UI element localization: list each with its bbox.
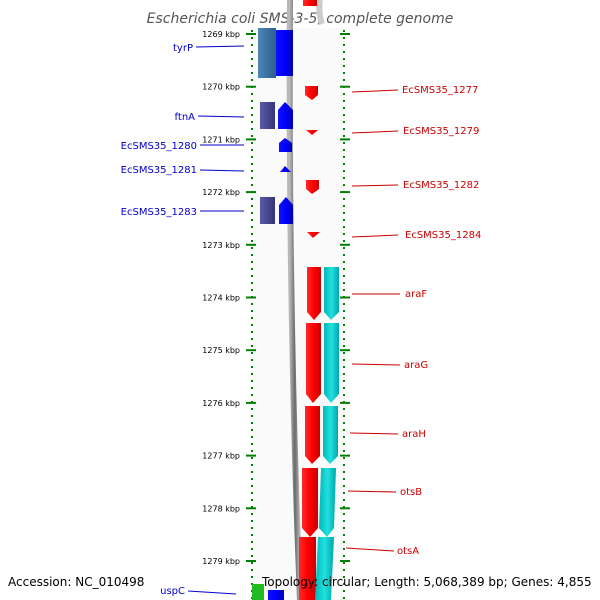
gene-arrow-EcSMS35_1283 [279,197,293,224]
gene-arrow-araG [306,323,321,403]
gene-arrow-EcSMS35_1277 [305,86,318,100]
cog-block-uspC [252,584,264,600]
gene-arrow-uspC [268,590,284,600]
gene-arrow-otsA [299,537,316,600]
ruler-tick-label-1273: 1273 kbp [202,241,240,250]
gene-arrow-araH [305,406,320,464]
leader-uspC [187,590,237,595]
reverse-gene-track [299,0,321,600]
gene-label-araG[interactable]: araG [404,360,428,371]
gene-label-EcSMS35_1281[interactable]: EcSMS35_1281 [121,165,197,176]
gene-label-araH[interactable]: araH [402,429,426,440]
gene-label-uspC[interactable]: uspC [160,586,185,597]
cog-block-araF [324,267,339,320]
gene-label-EcSMS35_1277[interactable]: EcSMS35_1277 [402,85,478,96]
accession-text: Accession: NC_010498 [8,575,145,589]
leader-otsB [347,490,397,493]
leader-araG [351,363,401,366]
ruler-tick-label-1278: 1278 kbp [202,504,240,513]
backbone-top-shadow [316,0,325,25]
cog-block-otsA [315,537,334,600]
gene-arrow-EcSMS35_1281 [280,166,291,172]
gene-label-ftnA[interactable]: ftnA [175,112,196,123]
gene-arrow-tyrP [276,30,293,76]
map-title: Escherichia coli SMS-3-5, complete genom… [147,11,454,27]
forward-gene-labels: tyrP ftnA EcSMS35_1280 EcSMS35_1281 EcSM… [121,43,197,597]
gene-label-EcSMS35_1283[interactable]: EcSMS35_1283 [121,207,197,218]
leader-tyrP [195,45,245,48]
ruler-tick-label-1276: 1276 kbp [202,399,240,408]
reverse-cog-track [315,267,339,600]
leader-EcSMS35_1284 [351,234,399,238]
cog-block-EcSMS35_1283 [260,197,275,224]
forward-cog-track [252,28,276,600]
cog-block-araG [324,323,339,403]
ruler-tick-label-1269: 1269 kbp [202,30,240,39]
gene-arrow-otsB [302,468,318,537]
cog-block-otsB [319,468,336,537]
ruler-tick-label-1271: 1271 kbp [202,135,240,144]
forward-label-leaders [187,45,245,595]
cog-block-tyrP [258,28,276,78]
ruler-ticks: 1269 kbp 1270 kbp 1271 kbp 1272 kbp 1273 kbp… [202,30,350,566]
ruler-tick-label-1275: 1275 kbp [202,346,240,355]
gene-arrow-EcSMS35_1282 [306,180,319,194]
gene-arrow-EcSMS35_1284 [307,232,320,238]
ruler-tick-label-1279: 1279 kbp [202,557,240,566]
forward-gene-track [268,30,293,600]
reverse-gene-labels: EcSMS35_1277 EcSMS35_1279 EcSMS35_1282 E… [397,85,481,557]
gene-label-otsA[interactable]: otsA [397,546,419,557]
gene-label-tyrP[interactable]: tyrP [173,43,193,54]
ruler-tick-label-1270: 1270 kbp [202,83,240,92]
leader-araH [349,432,399,435]
genome-backbone [286,0,303,600]
ruler-tick-label-1274: 1274 kbp [202,294,240,303]
leader-EcSMS35_1277 [351,89,399,93]
gene-arrow-EcSMS35_1279 [306,130,318,135]
gene-arrow-EcSMS35_1280 [279,138,292,152]
gene-label-EcSMS35_1282[interactable]: EcSMS35_1282 [403,180,479,191]
reverse-label-leaders [345,89,401,552]
cog-block-ftnA [260,102,275,129]
ruler: 1269 kbp 1270 kbp 1271 kbp 1272 kbp 1273 kbp… [202,30,350,600]
leader-otsA [345,547,395,552]
leader-EcSMS35_1281 [199,169,245,172]
gene-label-otsB[interactable]: otsB [400,487,422,498]
gene-arrow-ftnA [278,102,293,129]
leader-EcSMS35_1279 [351,130,399,134]
gene-arrow-araF [307,267,321,320]
gene-label-araF[interactable]: araF [405,289,427,300]
gene-label-EcSMS35_1280[interactable]: EcSMS35_1280 [121,141,197,152]
ruler-tick-label-1277: 1277 kbp [202,452,240,461]
cog-block-araH [323,406,338,464]
ruler-tick-label-1272: 1272 kbp [202,188,240,197]
gene-arrow-top-fragment [303,0,317,6]
gene-label-EcSMS35_1279[interactable]: EcSMS35_1279 [403,126,479,137]
genome-summary-text: Topology: circular; Length: 5,068,389 bp… [262,575,592,589]
leader-ftnA [197,115,245,118]
leader-EcSMS35_1282 [351,184,399,187]
gene-label-EcSMS35_1284[interactable]: EcSMS35_1284 [405,230,481,241]
